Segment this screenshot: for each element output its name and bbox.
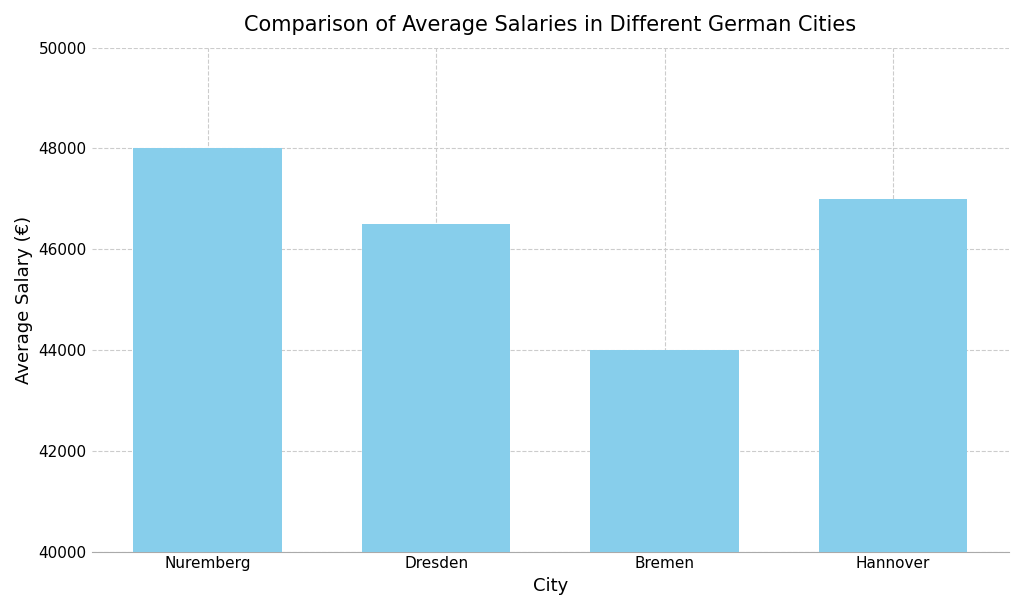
Bar xyxy=(133,148,282,610)
Bar xyxy=(819,199,968,610)
Bar xyxy=(590,350,739,610)
Bar xyxy=(361,224,510,610)
X-axis label: City: City xyxy=(532,577,568,595)
Title: Comparison of Average Salaries in Different German Cities: Comparison of Average Salaries in Differ… xyxy=(245,15,856,35)
Y-axis label: Average Salary (€): Average Salary (€) xyxy=(15,215,33,384)
